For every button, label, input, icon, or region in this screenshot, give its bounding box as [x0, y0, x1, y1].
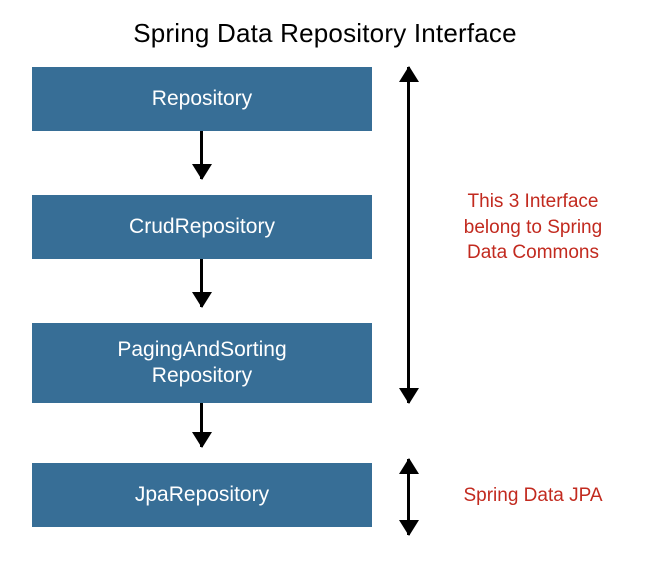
bracket-commons [407, 67, 410, 403]
diagram-title: Spring Data Repository Interface [0, 0, 650, 49]
note-jpa: Spring Data JPA [438, 483, 628, 509]
box-crud-repository: CrudRepository [32, 195, 372, 259]
note-commons: This 3 Interfacebelong to SpringData Com… [438, 189, 628, 266]
box-repository: Repository [32, 67, 372, 131]
box-jpa-repository: JpaRepository [32, 463, 372, 527]
arrow-crud-to-paging [200, 259, 203, 307]
bracket-jpa [407, 459, 410, 535]
diagram-stage: Repository CrudRepository PagingAndSorti… [0, 49, 650, 569]
box-paging-repository: PagingAndSortingRepository [32, 323, 372, 403]
arrow-paging-to-jpa [200, 403, 203, 447]
arrow-repo-to-crud [200, 131, 203, 179]
